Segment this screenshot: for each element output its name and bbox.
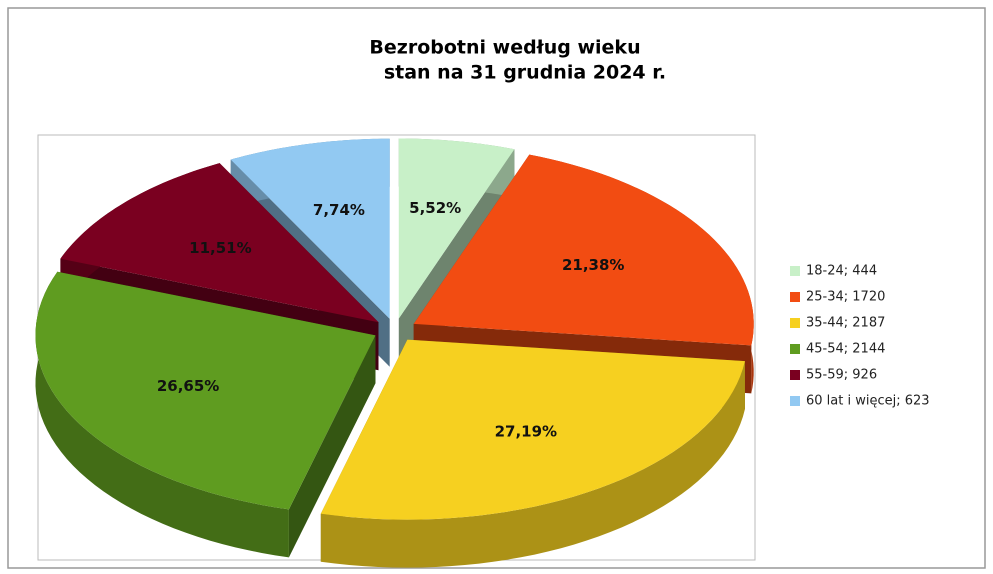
slice — [60, 163, 379, 323]
slice-wall — [288, 335, 376, 558]
data-label: 26,65% — [157, 377, 219, 395]
slice — [413, 154, 754, 346]
chart-title: Bezrobotni według wieku — [369, 37, 640, 59]
slice — [35, 271, 376, 510]
legend-swatch — [790, 396, 800, 406]
data-label: 5,52% — [409, 199, 461, 217]
legend-swatch — [790, 344, 800, 354]
legend-label: 35-44; 2187 — [806, 316, 885, 331]
legend-label: 60 lat i więcej; 623 — [806, 394, 930, 409]
legend-label: 55-59; 926 — [806, 368, 877, 383]
legend-label: 45-54; 2144 — [806, 342, 885, 357]
legend: 18-24; 444 25-34; 1720 35-44; 2187 45-54; 2… — [790, 264, 930, 409]
chart-subtitle: stan na 31 grudnia 2024 r. — [384, 62, 666, 84]
slice-side — [320, 361, 745, 568]
data-label: 21,38% — [562, 256, 624, 274]
slice — [398, 138, 515, 319]
legend-swatch — [790, 292, 800, 302]
legend-swatch — [790, 266, 800, 276]
legend-label: 18-24; 444 — [806, 264, 877, 279]
slice — [230, 138, 390, 319]
legend-label: 25-34; 1720 — [806, 290, 885, 305]
slice-side — [35, 271, 289, 558]
data-label: 11,51% — [189, 239, 251, 257]
data-label: 27,19% — [495, 422, 557, 440]
legend-swatch — [790, 318, 800, 328]
legend-swatch — [790, 370, 800, 380]
data-label: 7,74% — [313, 201, 365, 219]
slice — [320, 339, 745, 520]
pie: 5,52% 21,38% 27,19% 26,65% 11,51% 7,74% — [35, 138, 754, 568]
